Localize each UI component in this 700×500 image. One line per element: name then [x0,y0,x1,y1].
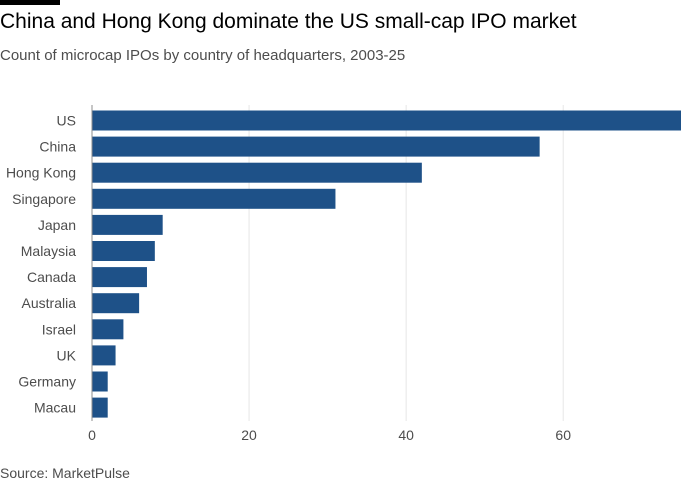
brand-bar [0,0,60,5]
category-label-singapore: Singapore [12,191,76,207]
category-label-israel: Israel [42,321,76,337]
category-label-australia: Australia [22,295,77,311]
bar-uk [92,345,116,366]
source-note: Source: MarketPulse [0,465,130,481]
category-label-macau: Macau [34,400,76,416]
category-label-china: China [39,139,76,155]
chart-subtitle: Count of microcap IPOs by country of hea… [0,47,406,64]
bar-hong-kong [92,162,422,183]
x-tick-label-0: 0 [88,427,96,443]
bar-japan [92,214,163,235]
x-tick-label-60: 60 [555,427,571,443]
category-label-us: US [57,113,76,129]
bar-macau [92,397,108,418]
x-tick-label-20: 20 [241,427,257,443]
category-label-japan: Japan [38,217,76,233]
bar-canada [92,267,147,288]
bar-us [92,110,681,131]
bar-singapore [92,188,336,209]
category-label-canada: Canada [27,269,76,285]
category-label-germany: Germany [18,374,76,390]
bar-china [92,136,540,157]
bar-israel [92,319,124,340]
category-label-malaysia: Malaysia [21,243,76,259]
bar-australia [92,293,140,314]
bar-malaysia [92,241,155,261]
bar-germany [92,371,108,392]
chart-title: China and Hong Kong dominate the US smal… [0,10,577,33]
category-label-hong-kong: Hong Kong [6,165,76,181]
x-tick-label-40: 40 [398,427,414,443]
category-label-uk: UK [57,347,77,363]
